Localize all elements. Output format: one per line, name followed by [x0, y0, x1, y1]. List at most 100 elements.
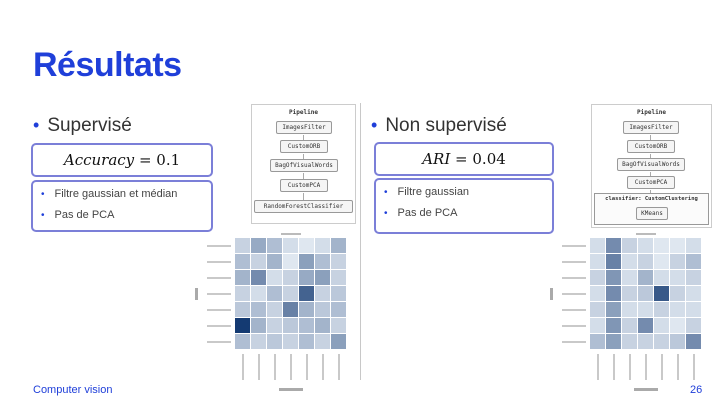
column-tick-label [306, 354, 308, 380]
heatmap-cell [654, 254, 669, 269]
heatmap-cell [622, 254, 637, 269]
heatmap-cell [590, 270, 605, 285]
row-tick-label [207, 325, 231, 327]
metric-name: Accuracy [63, 151, 135, 169]
row-tick-label [207, 277, 231, 279]
row-tick-label [562, 309, 586, 311]
heatmap-cell [331, 334, 346, 349]
column-tick-label [597, 354, 599, 380]
pipeline-step: CustomORB [627, 140, 675, 153]
unsupervised-details-box: • Filtre gaussian • Pas de PCA [374, 178, 554, 234]
heatmap-cell [622, 286, 637, 301]
pipeline-connector [650, 190, 651, 193]
heatmap-cell [283, 334, 298, 349]
bullet-icon: • [41, 189, 45, 200]
heatmap-cell [299, 286, 314, 301]
heatmap-cell [638, 286, 653, 301]
heatmap-cell [670, 286, 685, 301]
heatmap-cell [590, 286, 605, 301]
pipeline-step: CustomPCA [280, 179, 328, 192]
unsupervised-pipeline-diagram: Pipeline ImagesFilter CustomORB BagOfVis… [591, 104, 712, 228]
heatmap-cell [686, 302, 701, 317]
heatmap-cell [638, 254, 653, 269]
column-tick-label [677, 354, 679, 380]
ari-metric-box: ARI = 0.04 [374, 142, 554, 176]
unsupervised-heading-label: Non supervisé [385, 115, 507, 136]
y-axis-label [550, 288, 553, 300]
heatmap-cell [235, 286, 250, 301]
heatmap-title [281, 233, 301, 235]
row-tick-label [207, 261, 231, 263]
pipeline-title: Pipeline [637, 109, 666, 116]
y-axis-label [195, 288, 198, 300]
column-tick-label [242, 354, 244, 380]
row-tick-label [562, 245, 586, 247]
heatmap-cell [315, 270, 330, 285]
heatmap-cell [251, 270, 266, 285]
heatmap-cell [235, 318, 250, 333]
heatmap-cell [606, 334, 621, 349]
pipeline-connector [303, 173, 304, 179]
heatmap-cell [638, 302, 653, 317]
heatmap-cell [331, 238, 346, 253]
supervised-heading-label: Supervisé [47, 115, 132, 136]
unsupervised-heading: • Non supervisé [371, 115, 507, 137]
heatmap-cell [267, 318, 282, 333]
bullet-icon: • [41, 210, 45, 221]
bullet-icon: • [384, 208, 388, 219]
heatmap-cell [606, 270, 621, 285]
row-tick-label [562, 277, 586, 279]
row-tick-label [562, 293, 586, 295]
pipeline-step: RandomForestClassifier [254, 200, 353, 213]
bullet-icon: • [33, 115, 40, 135]
heatmap-title [636, 233, 656, 235]
supervised-confusion-matrix [195, 233, 346, 391]
heatmap-cell [590, 334, 605, 349]
heatmap-cell [686, 254, 701, 269]
heatmap-cell [299, 238, 314, 253]
heatmap-cell [606, 254, 621, 269]
heatmap-cell [590, 302, 605, 317]
heatmap-cell [670, 254, 685, 269]
column-tick-label [290, 354, 292, 380]
heatmap-cell [590, 254, 605, 269]
heatmap-cell [267, 254, 282, 269]
heatmap-cell [331, 286, 346, 301]
pipeline-connector [303, 193, 304, 200]
heatmap-cell [283, 238, 298, 253]
heatmap-cell [670, 302, 685, 317]
heatmap-cell [622, 318, 637, 333]
heatmap-cell [606, 302, 621, 317]
heatmap-cell [331, 254, 346, 269]
pipeline-connector [650, 154, 651, 158]
column-tick-label [258, 354, 260, 380]
heatmap-cell [315, 318, 330, 333]
page-number: 26 [690, 384, 703, 396]
heatmap-cell [622, 302, 637, 317]
heatmap-cell [654, 302, 669, 317]
heatmap-cell [299, 270, 314, 285]
pipeline-step: CustomORB [280, 140, 328, 153]
column-tick-label [338, 354, 340, 380]
heatmap-cell [654, 270, 669, 285]
heatmap-cell [606, 318, 621, 333]
column-tick-label [645, 354, 647, 380]
row-tick-label [562, 261, 586, 263]
heatmap-cell [622, 270, 637, 285]
heatmap-cell [670, 270, 685, 285]
heatmap-cell [638, 238, 653, 253]
heatmap-cell [331, 270, 346, 285]
heatmap-cell [606, 286, 621, 301]
heatmap-cell [235, 270, 250, 285]
pipeline-step: ImagesFilter [276, 121, 332, 134]
column-tick-label [274, 354, 276, 380]
pipeline-step: KMeans [636, 207, 668, 220]
bullet-icon: • [384, 187, 388, 198]
heatmap-cell [283, 270, 298, 285]
heatmap-cell [686, 286, 701, 301]
heatmap-cell [638, 334, 653, 349]
detail-item: • Pas de PCA [41, 209, 115, 221]
heatmap-cell [331, 302, 346, 317]
heatmap-cell [283, 318, 298, 333]
heatmap-cell [267, 286, 282, 301]
